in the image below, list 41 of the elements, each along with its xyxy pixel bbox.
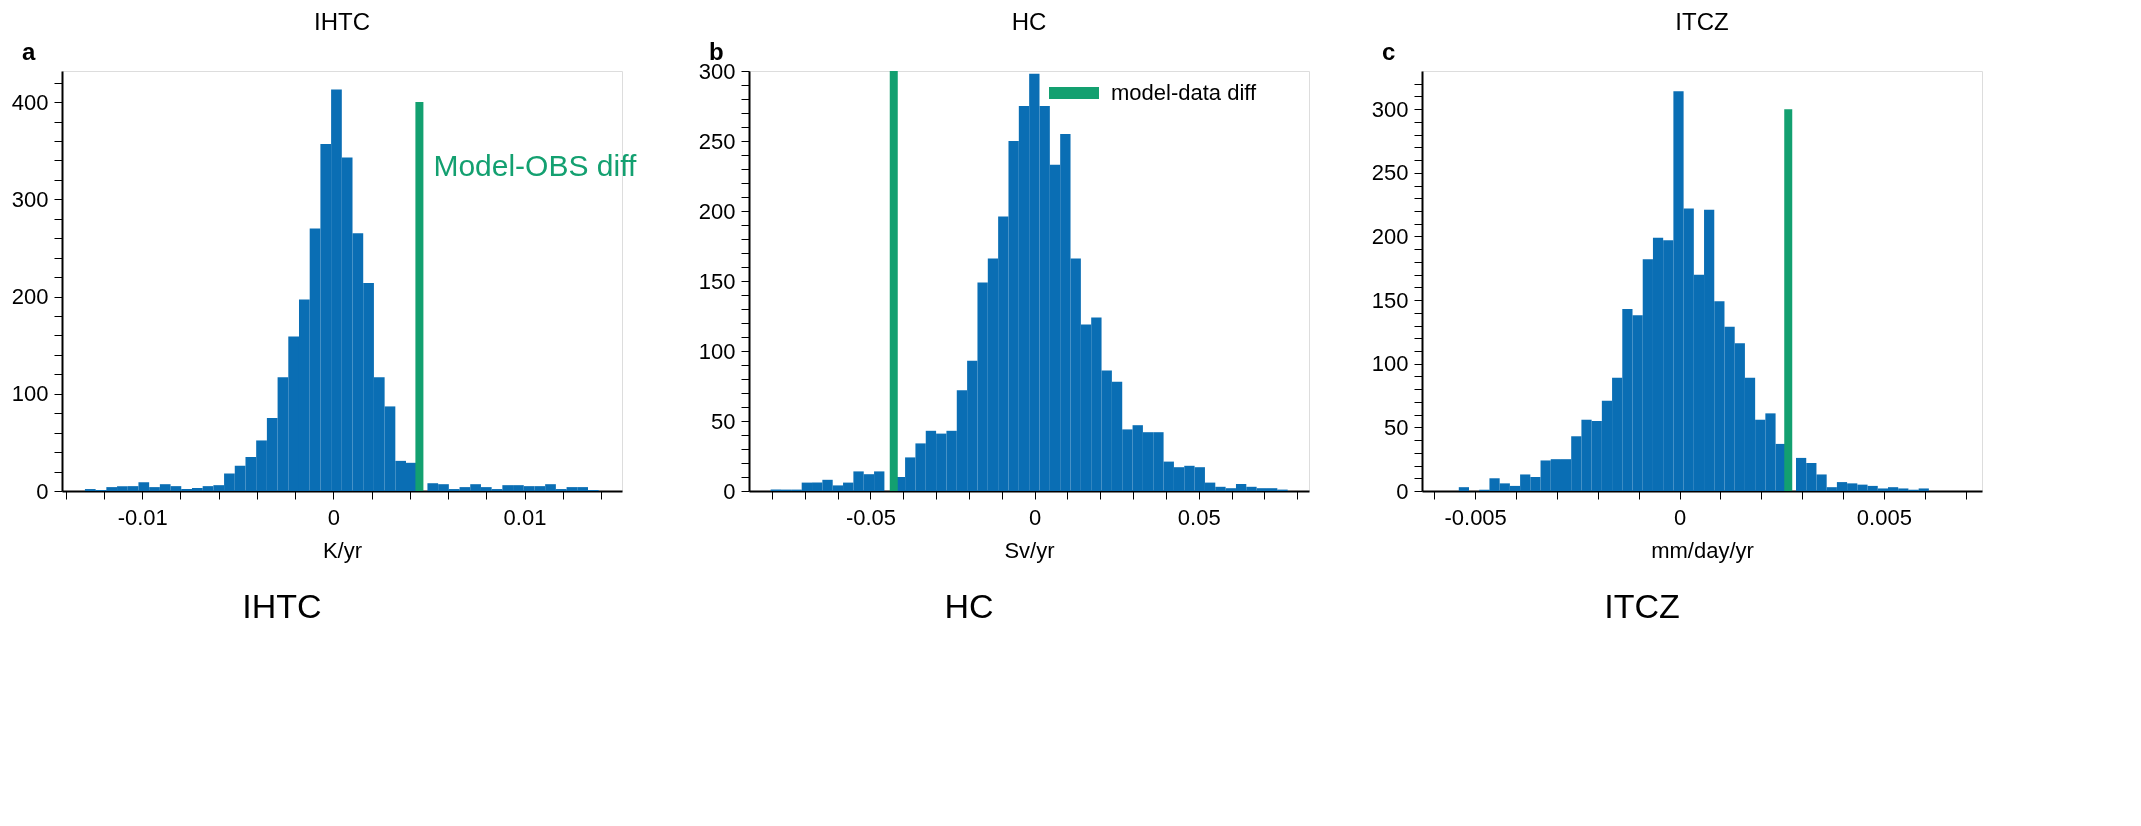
x-axis-title: Sv/yr xyxy=(1004,537,1055,563)
y-tick-label: 0 xyxy=(1396,478,1409,504)
chart-title: IHTC xyxy=(314,8,370,35)
y-tick-label: 0 xyxy=(36,478,49,504)
series-label: Model-OBS diff xyxy=(433,149,637,183)
x-tick-label: 0 xyxy=(1028,504,1042,530)
x-tick-label: -0.05 xyxy=(845,504,897,530)
x-axis-title: K/yr xyxy=(322,537,363,563)
y-tick-label: 200 xyxy=(698,198,736,224)
y-tick-label: 100 xyxy=(1371,351,1409,377)
y-tick-label: 300 xyxy=(11,186,49,212)
y-tick-label: 200 xyxy=(11,284,49,310)
text: a xyxy=(22,38,36,65)
legend-label: model-data diff xyxy=(1111,80,1258,105)
text: IHTC xyxy=(242,587,322,625)
x-tick-label: 0.01 xyxy=(503,504,547,530)
x-tick-label: -0.005 xyxy=(1444,504,1507,530)
y-tick-label: 250 xyxy=(1371,160,1409,186)
text: ITCZ xyxy=(1604,587,1680,625)
y-tick-label: 50 xyxy=(711,408,736,434)
x-tick-label: -0.01 xyxy=(117,504,168,530)
x-axis-title: mm/day/yr xyxy=(1651,537,1754,563)
y-tick-label: 150 xyxy=(1371,287,1409,313)
x-tick-label: 0 xyxy=(1673,504,1687,530)
y-tick-label: 100 xyxy=(11,381,49,407)
x-tick-label: 0 xyxy=(327,504,341,530)
x-tick-label: 0.005 xyxy=(1856,504,1912,530)
y-tick-label: 100 xyxy=(698,338,736,364)
y-tick-label: 0 xyxy=(723,478,736,504)
text: c xyxy=(1382,38,1396,65)
y-tick-label: 150 xyxy=(698,268,736,294)
x-tick-label: 0.05 xyxy=(1177,504,1221,530)
text: b xyxy=(709,38,724,65)
text: HC xyxy=(944,587,994,625)
chart-title: HC xyxy=(1011,8,1047,35)
y-tick-label: 400 xyxy=(11,89,49,115)
y-tick-label: 250 xyxy=(698,128,736,154)
y-tick-label: 300 xyxy=(1371,96,1409,122)
y-tick-label: 200 xyxy=(1371,223,1409,249)
y-tick-label: 50 xyxy=(1384,414,1409,440)
chart-title: ITCZ xyxy=(1675,8,1729,35)
